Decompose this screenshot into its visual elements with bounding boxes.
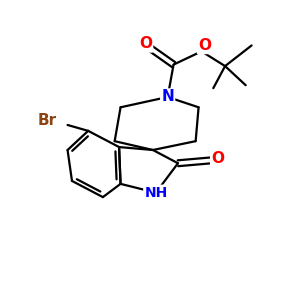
Text: NH: NH: [144, 186, 167, 200]
Text: O: O: [211, 151, 224, 166]
Text: O: O: [139, 37, 152, 52]
Text: N: N: [161, 89, 174, 104]
Text: Br: Br: [38, 113, 56, 128]
Text: O: O: [198, 38, 211, 53]
